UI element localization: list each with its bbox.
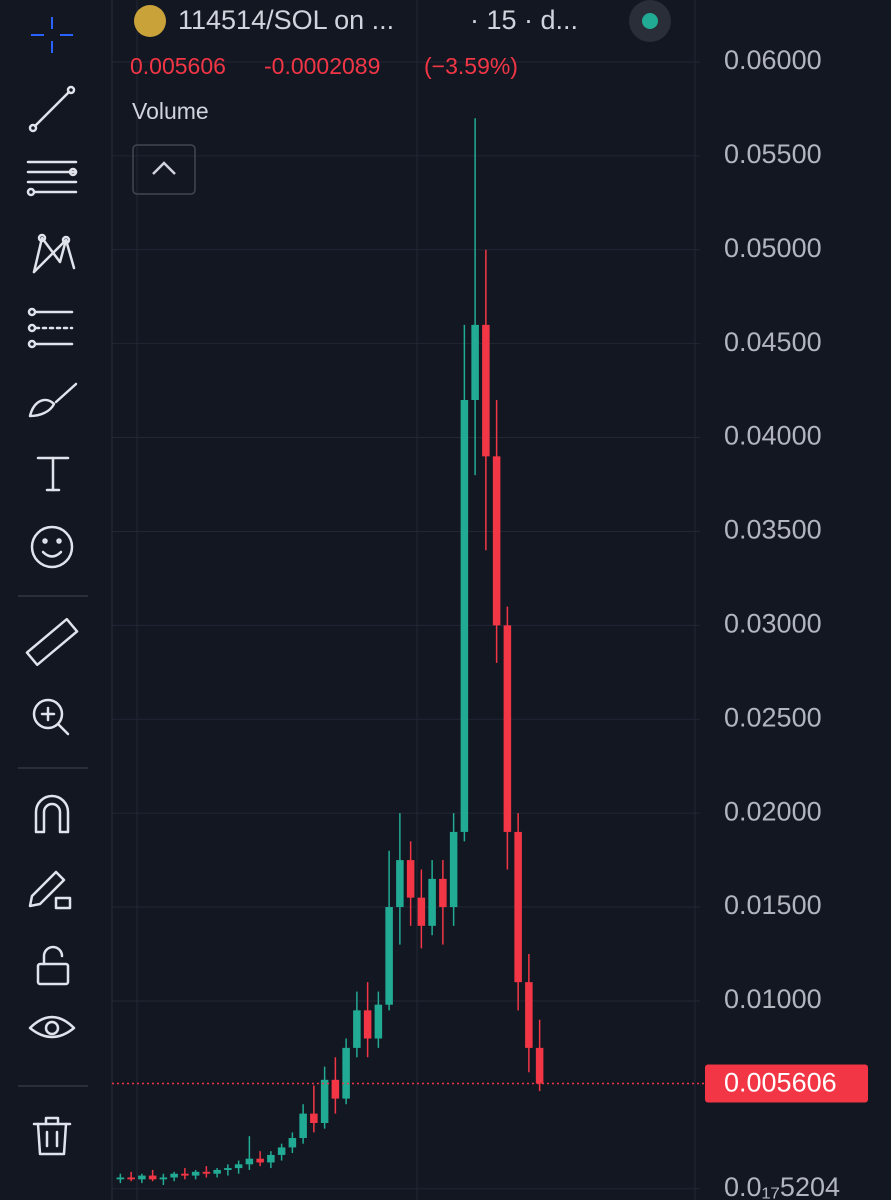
- candle-body: [385, 907, 393, 1005]
- candle-body: [213, 1169, 221, 1174]
- lock-drawings-tool[interactable]: [28, 870, 72, 910]
- indicator-label: Volume: [132, 98, 209, 124]
- candle-body: [482, 324, 490, 457]
- delete-tool[interactable]: [32, 1116, 72, 1156]
- candle-body: [288, 1138, 297, 1148]
- symbol-icon: [134, 5, 166, 37]
- candle-body: [514, 831, 522, 983]
- candle-body: [417, 897, 426, 926]
- candle-body: [170, 1173, 178, 1178]
- forecast-tool[interactable]: [27, 307, 74, 349]
- candle-body: [374, 1004, 383, 1039]
- candle-body: [299, 1113, 307, 1139]
- candle-body: [439, 878, 447, 908]
- candle-body: [181, 1173, 189, 1176]
- candle-body: [256, 1158, 264, 1163]
- collapse-button[interactable]: [132, 144, 196, 195]
- candle-body: [342, 1047, 350, 1099]
- y-tick-label: 0.02500: [724, 702, 822, 732]
- candle-body: [277, 1147, 286, 1155]
- crosshair-tool[interactable]: [31, 17, 73, 53]
- candle-body: [267, 1154, 275, 1163]
- last-price-label: 0.005606: [724, 1068, 837, 1098]
- candle-body: [460, 400, 469, 832]
- candle-body: [234, 1164, 243, 1169]
- candle-body: [224, 1168, 232, 1170]
- candle-body: [492, 456, 501, 626]
- y-tick-label: 0.01500: [724, 890, 822, 920]
- y-tick-label: 0.03500: [724, 515, 822, 545]
- fib-tool[interactable]: [26, 160, 78, 197]
- trend-line-tool[interactable]: [28, 85, 76, 133]
- status-dot: [642, 13, 658, 29]
- candle-body: [428, 878, 436, 926]
- magnet-tool[interactable]: [34, 794, 70, 834]
- last-price: 0.005606: [130, 53, 226, 79]
- candle-body: [127, 1177, 135, 1180]
- symbol-title[interactable]: 114514/SOL on ...: [178, 5, 394, 35]
- candle-body: [138, 1175, 146, 1180]
- candle-body: [525, 982, 533, 1048]
- candle-body: [116, 1177, 125, 1180]
- y-tick-label: 0.04000: [724, 421, 822, 451]
- y-tick-label: 0.0₁₇5204: [724, 1172, 840, 1200]
- candle-body: [503, 625, 512, 832]
- y-tick-label: 0.06000: [724, 45, 822, 75]
- candle-body: [191, 1171, 200, 1176]
- candle-body: [535, 1047, 544, 1084]
- candle-body: [353, 1010, 361, 1048]
- candle-body: [320, 1079, 329, 1124]
- y-tick-label: 0.05500: [724, 139, 822, 169]
- candle-body: [310, 1113, 318, 1124]
- candle-body: [202, 1171, 211, 1174]
- toolbar: [18, 17, 88, 1156]
- brush-tool[interactable]: [28, 382, 78, 418]
- candle-body: [159, 1177, 168, 1180]
- candle-body: [449, 831, 458, 908]
- y-tick-label: 0.04500: [724, 327, 822, 357]
- last-price-box: [705, 1064, 868, 1103]
- lock-tool[interactable]: [36, 945, 70, 986]
- candle-body: [406, 860, 415, 898]
- candle-body: [331, 1079, 340, 1099]
- candle-body: [396, 860, 404, 908]
- y-tick-label: 0.01000: [724, 984, 822, 1014]
- candle-body: [363, 1010, 372, 1039]
- zoom-tool[interactable]: [32, 698, 70, 736]
- candle-body: [245, 1158, 254, 1165]
- text-tool[interactable]: [36, 456, 70, 492]
- visibility-tool[interactable]: [28, 1015, 76, 1039]
- ruler-tool[interactable]: [25, 617, 79, 667]
- pattern-tool[interactable]: [32, 233, 76, 274]
- change-pct: (−3.59%): [424, 53, 518, 79]
- emoji-tool[interactable]: [30, 525, 74, 569]
- y-tick-label: 0.05000: [724, 233, 822, 263]
- y-tick-label: 0.03000: [724, 608, 822, 638]
- candle-body: [148, 1175, 157, 1180]
- interval: · 15 · d...: [470, 5, 578, 35]
- y-tick-label: 0.02000: [724, 796, 822, 826]
- candle-body: [471, 324, 479, 400]
- change: -0.0002089: [264, 53, 380, 79]
